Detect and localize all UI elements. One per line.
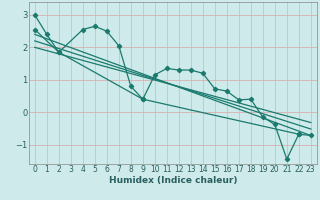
X-axis label: Humidex (Indice chaleur): Humidex (Indice chaleur)	[108, 176, 237, 185]
